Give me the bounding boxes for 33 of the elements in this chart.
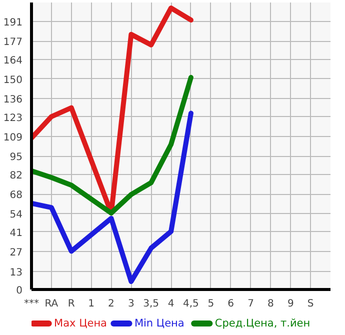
x-tick-label: 6 — [228, 298, 234, 310]
legend-label: Min Цена — [134, 318, 184, 330]
x-tick-label: 5 — [208, 298, 214, 310]
x-tick-label: 7 — [248, 298, 254, 310]
y-tick-label: 41 — [10, 228, 23, 239]
y-tick-label: 136 — [3, 94, 23, 106]
y-tick-label: 123 — [3, 112, 23, 124]
x-tick-label: RA — [44, 298, 58, 310]
x-tick-label: R — [68, 298, 75, 310]
x-tick-label: *** — [24, 298, 39, 310]
y-tick-label: 164 — [3, 55, 23, 66]
y-tick-label: 150 — [3, 74, 23, 86]
y-tick-label: 191 — [3, 17, 23, 28]
x-tick-label: 2 — [108, 298, 114, 310]
y-tick-label: 0 — [16, 286, 23, 296]
x-tick-label: 1 — [88, 298, 94, 310]
x-tick-label: 4 — [168, 298, 174, 310]
x-tick-label: 8 — [268, 298, 274, 310]
y-tick-label: 82 — [10, 170, 23, 182]
y-tick-label: 95 — [10, 152, 23, 164]
x-tick-label: 3,5 — [143, 298, 160, 310]
legend-label: Max Цена — [54, 318, 107, 330]
y-tick-label: 68 — [10, 190, 23, 202]
x-tick-label: S — [307, 298, 314, 310]
y-tick-label: 177 — [3, 37, 23, 48]
x-tick-label: 4,5 — [183, 298, 199, 310]
y-tick-label: 54 — [10, 210, 23, 221]
y-tick-label: 27 — [10, 248, 23, 259]
x-tick-label: 9 — [287, 298, 294, 310]
x-tick-label: 3 — [128, 298, 134, 310]
y-tick-label: 13 — [10, 267, 23, 278]
y-tick-label: 109 — [3, 132, 23, 144]
legend-label: Сред.Цена, т.йен — [214, 318, 310, 330]
